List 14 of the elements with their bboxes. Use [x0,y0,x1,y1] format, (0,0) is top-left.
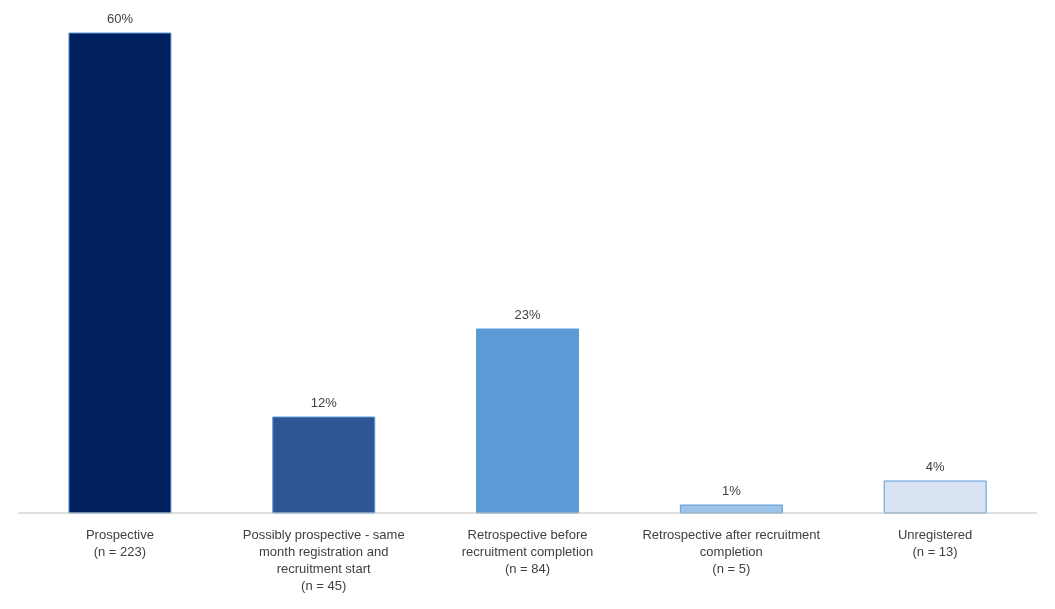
x-tick-label: Retrospective after recruitment completion (n = 5) [642,527,821,576]
bar [272,416,376,514]
data-label: 23% [514,307,541,322]
data-label: 1% [721,483,742,498]
x-tick-label: Prospective (n = 223) [85,527,154,559]
bar [68,32,172,514]
bar [883,480,987,514]
x-tick-label: Retrospective before recruitment completion (n = 84) [461,527,594,576]
x-tick-label: Possibly prospective - same month registration and recruitment start (n = 45) [242,527,405,593]
data-label: 4% [925,459,945,474]
data-label: 60% [106,11,134,26]
data-label: 12% [310,395,338,410]
x-tick-label: Unregistered (n = 13) [897,527,973,559]
bar [476,328,580,514]
